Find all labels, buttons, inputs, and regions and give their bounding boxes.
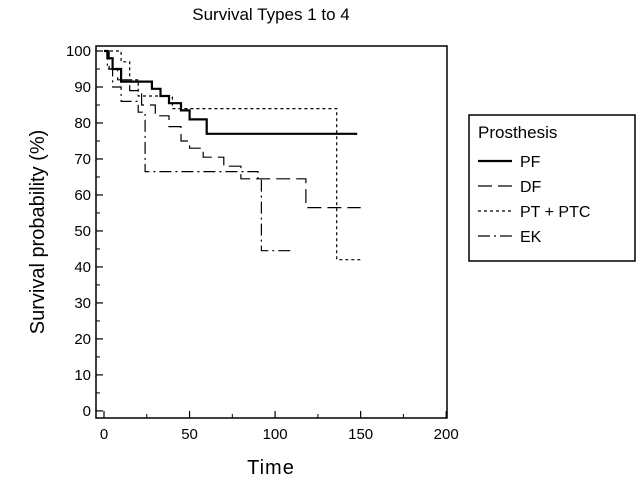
x-tick-label: 100 xyxy=(263,426,288,443)
y-tick-label: 30 xyxy=(74,295,91,312)
x-tick-label: 50 xyxy=(181,426,198,443)
y-tick-label: 70 xyxy=(74,151,91,168)
series-line-pt-ptc xyxy=(104,50,361,261)
y-axis-title: Survival probability (%) xyxy=(27,130,49,335)
x-tick-label: 150 xyxy=(348,426,373,443)
legend-label: EK xyxy=(520,229,542,246)
y-tick-label: 60 xyxy=(74,187,91,204)
legend-title: Prosthesis xyxy=(478,123,557,142)
chart-title: Survival Types 1 to 4 xyxy=(192,5,350,24)
x-axis: 0 50 100 150 200 xyxy=(100,411,459,443)
plot-area-frame xyxy=(95,45,448,419)
y-tick-label: 20 xyxy=(74,331,91,348)
y-tick-label: 80 xyxy=(74,115,91,132)
y-tick-label: 100 xyxy=(66,43,91,60)
legend-label: DF xyxy=(520,179,542,196)
x-tick-label: 200 xyxy=(434,426,459,443)
y-tick-label: 90 xyxy=(74,79,91,96)
legend: Prosthesis PF DF PT + PTC EK xyxy=(468,114,636,262)
x-axis-title: Time xyxy=(247,457,295,479)
series-line-df xyxy=(104,50,361,209)
legend-frame xyxy=(468,114,636,262)
y-tick-label: 40 xyxy=(74,259,91,276)
y-tick-label: 10 xyxy=(74,367,91,384)
series-line-pf xyxy=(104,49,358,135)
legend-label: PF xyxy=(520,154,541,171)
y-tick-label: 50 xyxy=(74,223,91,240)
y-tick-label: 0 xyxy=(83,403,91,420)
y-axis: 0 10 20 30 40 50 60 70 80 90 100 xyxy=(66,43,103,420)
series-line-ek xyxy=(104,50,293,252)
legend-label: PT + PTC xyxy=(520,204,590,221)
series-layer xyxy=(104,49,361,261)
x-tick-label: 0 xyxy=(100,426,108,443)
